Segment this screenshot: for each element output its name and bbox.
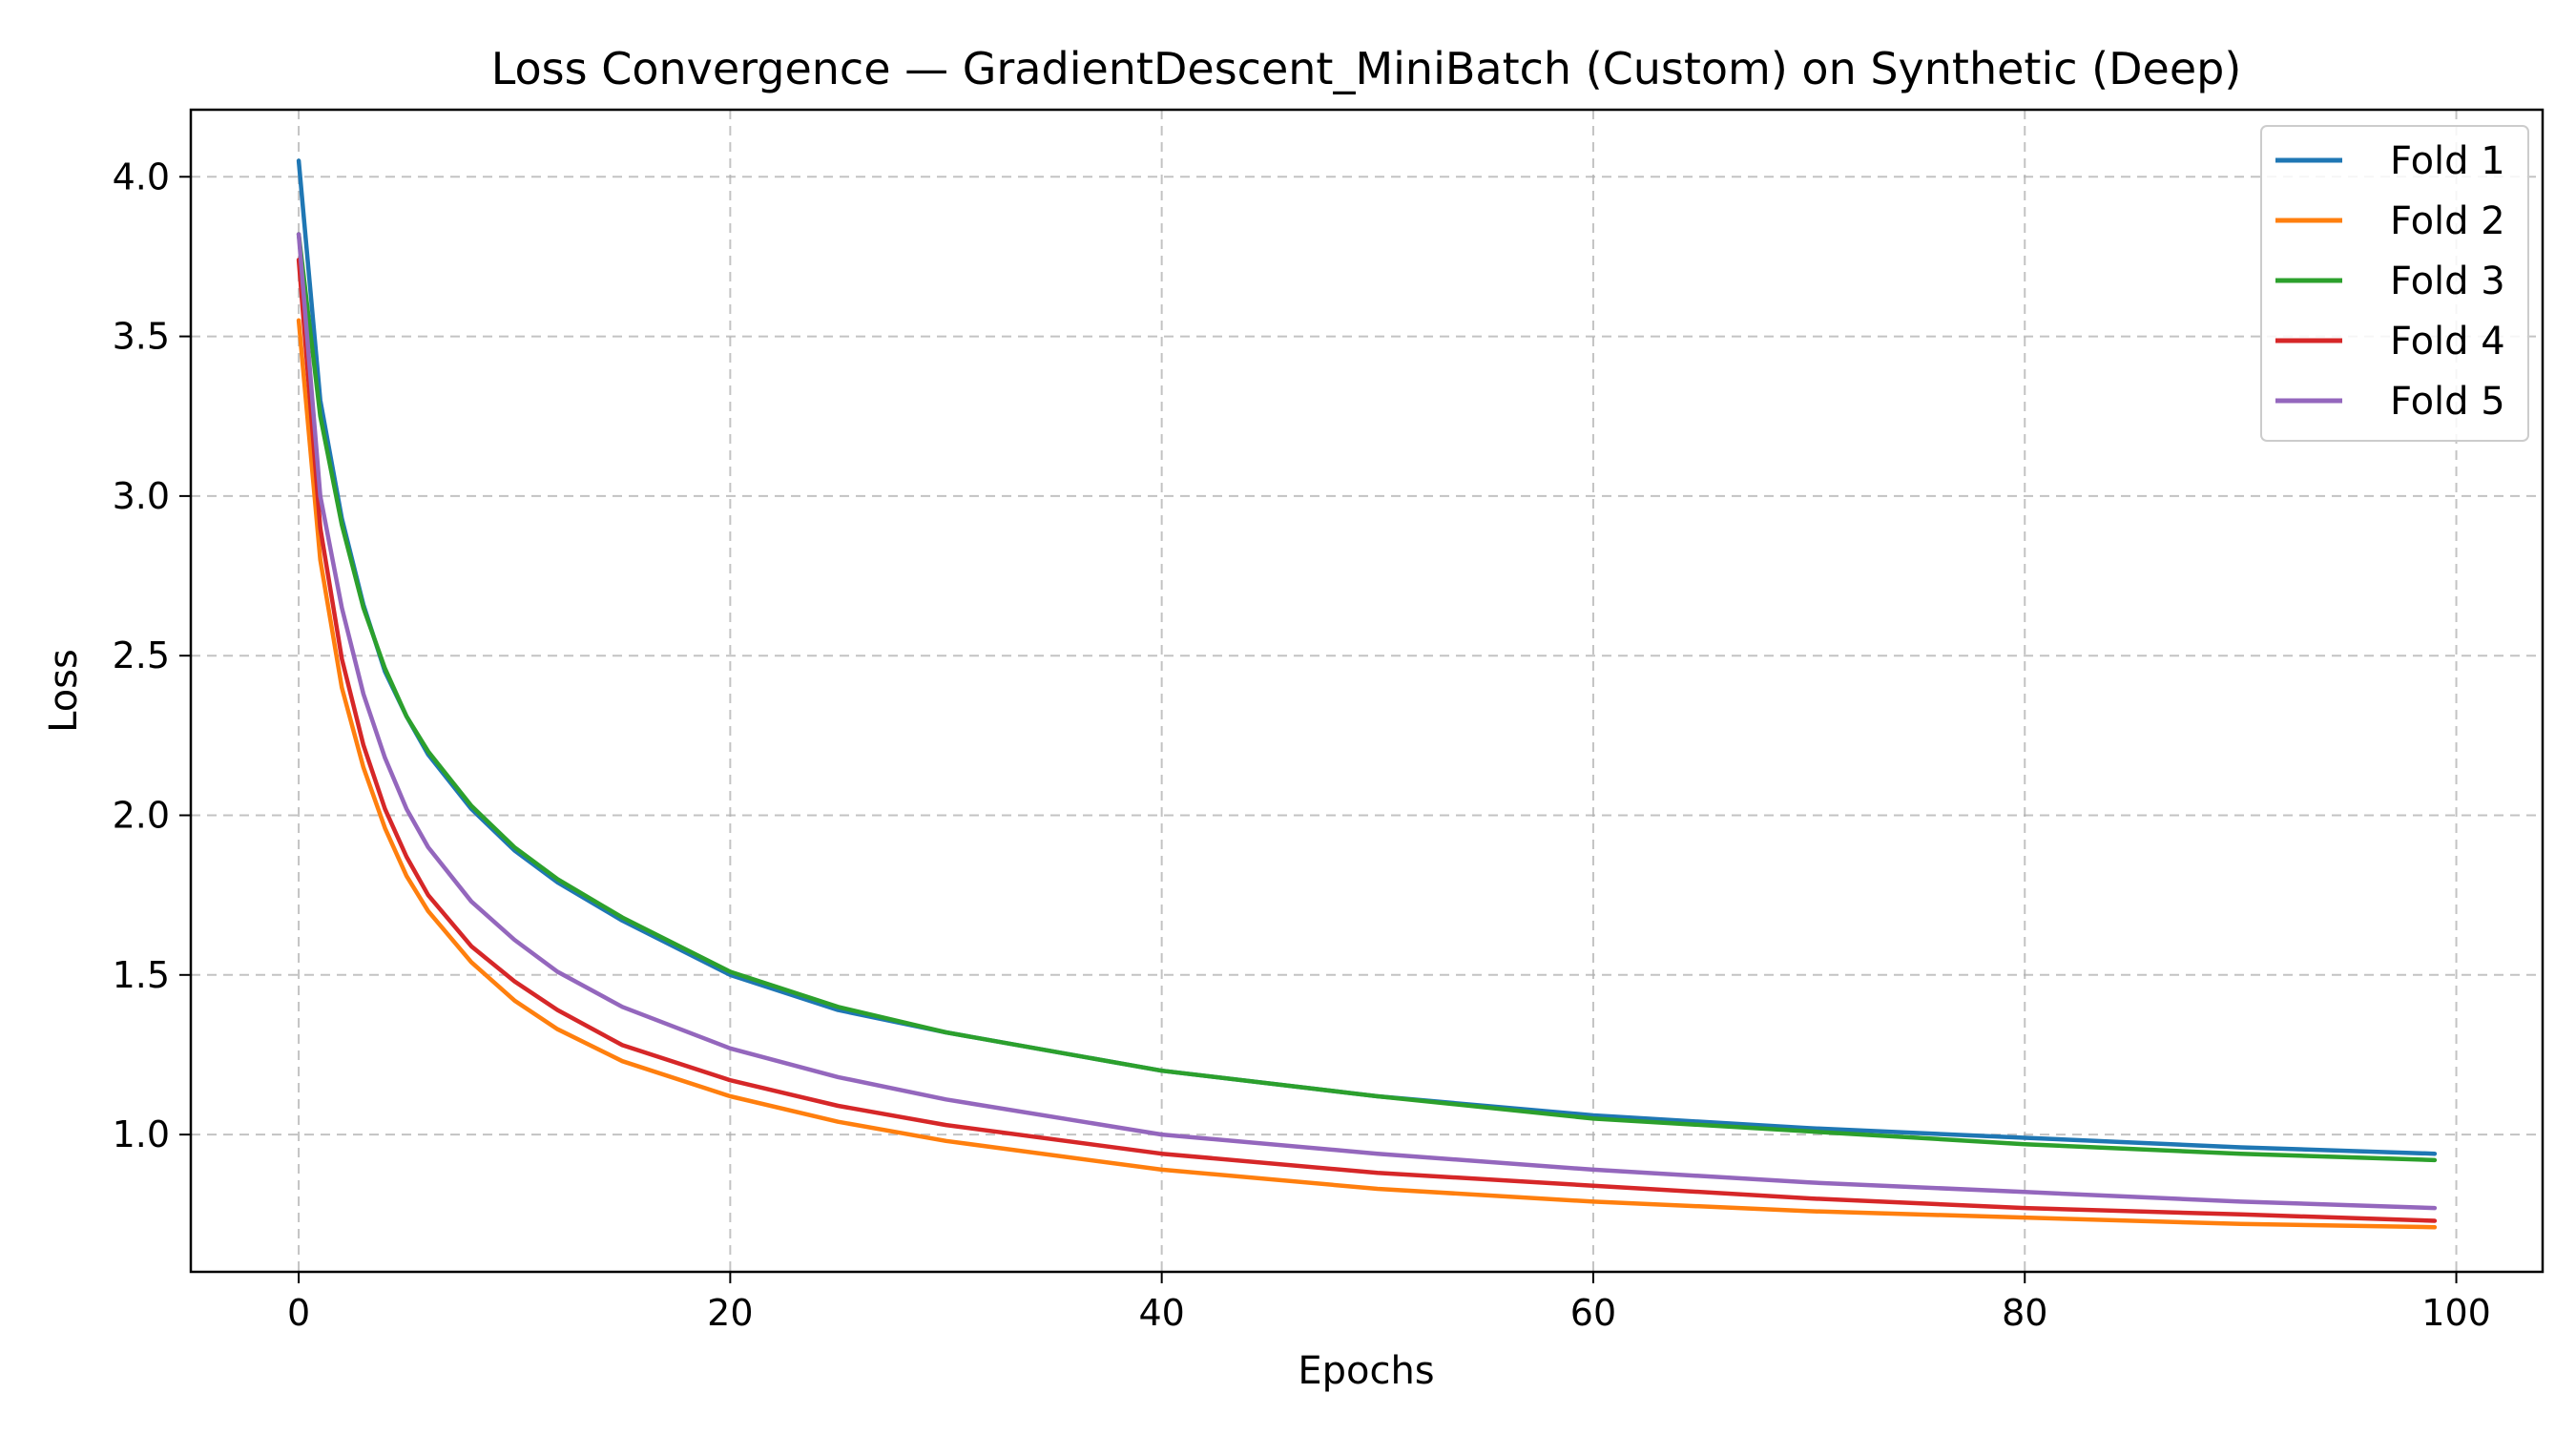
x-tick-label: 20 <box>707 1292 753 1334</box>
legend-label: Fold 5 <box>2390 380 2505 424</box>
x-tick-label: 40 <box>1138 1292 1184 1334</box>
series-line-fold-2 <box>296 318 2438 1230</box>
legend-label: Fold 3 <box>2390 260 2505 303</box>
axis-ticks: 0 20 40 60 80 100 1.0 1.5 2.0 2.5 3.0 3.5 4.0 <box>113 156 2491 1334</box>
legend-label: Fold 1 <box>2390 139 2505 183</box>
legend-label: Fold 2 <box>2390 199 2505 243</box>
chart-title: Loss Convergence — GradientDescent_MiniB… <box>491 43 2242 94</box>
plot-frame <box>189 108 2545 1274</box>
series-line-fold-3 <box>296 232 2438 1163</box>
y-tick-label: 1.0 <box>113 1113 170 1155</box>
y-axis-label: Loss <box>42 649 86 733</box>
y-tick-label: 2.0 <box>113 795 170 837</box>
series-line-fold-5 <box>296 232 2438 1211</box>
y-tick-label: 3.0 <box>113 475 170 517</box>
x-tick-label: 80 <box>2002 1292 2047 1334</box>
x-tick-label: 0 <box>287 1292 310 1334</box>
y-tick-label: 2.5 <box>113 634 170 676</box>
legend-box <box>2260 125 2529 442</box>
series-line-fold-4 <box>296 258 2438 1223</box>
x-axis-label: Epochs <box>1298 1349 1434 1393</box>
y-tick-label: 4.0 <box>113 156 170 198</box>
x-tick-label: 60 <box>1570 1292 1616 1334</box>
y-tick-label: 1.5 <box>113 954 170 996</box>
x-tick-label: 100 <box>2421 1292 2491 1334</box>
legend: Fold 1 Fold 2 Fold 3 Fold 4 Fold 5 <box>2260 125 2529 442</box>
y-tick-label: 3.5 <box>113 316 170 358</box>
grid <box>191 110 2543 1272</box>
legend-label: Fold 4 <box>2390 320 2505 364</box>
series-lines <box>296 158 2438 1230</box>
